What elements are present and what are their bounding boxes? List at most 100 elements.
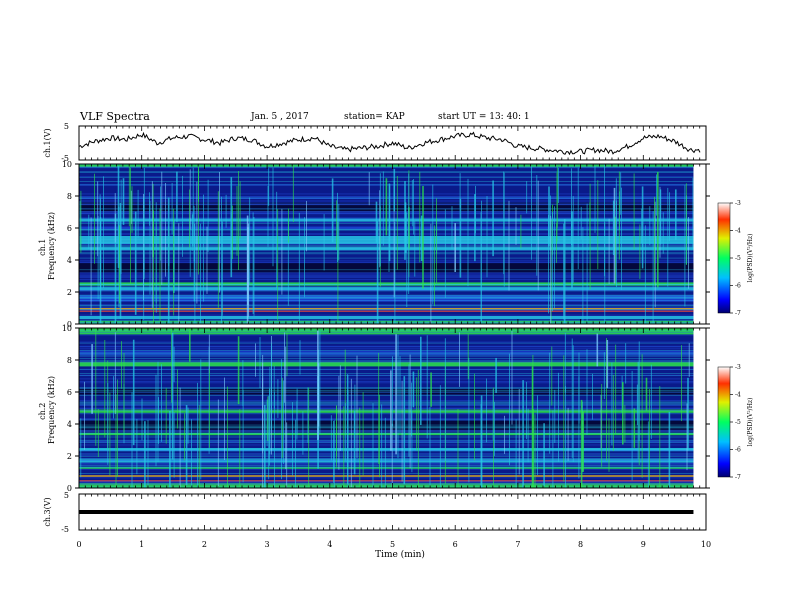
spectrogram-line [79,401,694,403]
time-tick-label: 4 [327,540,332,549]
spectrogram-line [79,246,694,248]
spectrogram-band [79,316,694,320]
spectrogram-burst [571,168,572,246]
spectrogram-burst [608,218,610,285]
spectrogram-burst [681,345,682,422]
spectrogram-burst [262,354,264,454]
spectrogram-burst [688,343,690,377]
spectrogram-burst [391,423,393,487]
spectrogram-line [79,245,694,247]
spectrogram-burst [189,218,191,277]
spectrogram-line [79,330,694,332]
spectrogram-burst [474,194,476,262]
spectrogram-burst [198,168,199,275]
spectrogram-burst [217,399,219,487]
spectrogram-burst [149,201,151,295]
spectrogram-line [79,481,694,483]
spectrogram-burst [189,169,191,230]
ch2-colorbar-label: log(PSD)(V²/Hz) [747,398,754,447]
spectrogram-burst [306,200,307,252]
spectrogram-burst [624,405,626,443]
spectrogram-burst [656,174,657,216]
spectrogram-burst [264,404,266,488]
spectrogram-burst [589,183,591,290]
spectrogram-burst [631,370,633,481]
spectrogram-burst [268,395,270,480]
spectrogram-burst [606,339,609,389]
spectrogram-burst [143,168,145,279]
spectrogram-burst [191,214,193,251]
spectrogram-burst [330,415,332,461]
ch2-freq-tick-label: 0 [67,484,72,493]
spectrogram-burst [385,178,388,236]
spectrogram-burst [388,183,390,242]
spectrogram-line [79,358,694,360]
spectrogram-burst [436,198,437,284]
ch3-ytick-top: 5 [64,491,69,500]
spectrogram-burst [652,211,654,324]
spectrogram-burst [382,171,384,246]
spectrogram-burst [467,178,469,287]
spectrogram-burst [684,185,686,307]
spectrogram-burst [654,201,656,308]
spectrogram-burst [207,179,209,252]
spectrogram-burst [155,202,157,313]
spectrogram-burst [616,200,617,288]
spectrogram-burst [430,372,432,407]
spectrogram-burst [276,191,278,289]
spectrogram-burst [274,392,275,488]
spectrogram-burst [161,171,163,285]
spectrogram-burst [347,374,348,485]
spectrogram-burst [486,195,488,278]
spectrogram-line [79,320,694,321]
spectrogram-line [79,477,694,479]
ch3-ylabel: ch.3(V) [43,497,52,526]
ch1-colorbar-scale [717,202,731,314]
spectrogram-burst [621,187,622,291]
spectrogram-burst [633,173,635,250]
spectrogram-burst [551,346,553,406]
spectrogram-line [79,439,694,441]
spectrogram-line [79,400,694,401]
ch1-freq-tick-label: 6 [67,224,72,233]
time-tick-label: 9 [641,540,646,549]
spectrogram-burst [80,190,82,253]
spectrogram-line [79,405,694,406]
spectrogram-burst [273,365,275,409]
spectrogram-burst [408,173,410,294]
ch2-colorbar-tick-label: -6 [735,447,741,454]
ch1-freq-label: ch.1 Frequency (kHz) [38,212,56,280]
ch1-freq-tick-label: 0 [67,320,72,329]
ch1-freq-tick-label: 4 [67,256,72,265]
spectrogram-line [79,348,694,350]
spectrogram-burst [344,403,346,461]
spectrogram-burst [104,339,106,438]
spectrogram-burst [198,405,200,488]
spectrogram-burst [292,402,293,476]
spectrogram-line [79,297,694,298]
spectrogram-burst [552,212,553,312]
spectrogram-burst [173,412,175,478]
spectrogram-line [79,483,694,484]
spectrogram-burst [508,200,510,291]
spectrogram-line [79,482,694,483]
spectrogram-line [79,450,694,451]
spectrogram-burst [639,224,641,279]
spectrogram-burst [376,221,379,324]
spectrogram-band [79,432,694,436]
spectrogram-burst [518,388,520,475]
spectrogram-burst [169,410,171,488]
spectrogram-burst [178,223,180,324]
spectrogram-line [79,392,694,393]
spectrogram-burst [474,373,475,461]
time-axis-label: Time (min) [375,549,425,560]
spectrogram-burst [193,205,195,262]
date-label: Jan. 5 , 2017 [251,112,309,122]
spectrogram-burst [161,364,162,442]
spectrogram-burst [620,172,622,215]
spectrogram-burst [281,359,282,480]
spectrogram-line [79,273,694,275]
spectrogram-line [79,374,694,376]
spectrogram-line [79,331,694,333]
ch2-colorbar: -3 -4 -5 -6 -7 log(PSD)(V²/Hz) [717,364,754,481]
